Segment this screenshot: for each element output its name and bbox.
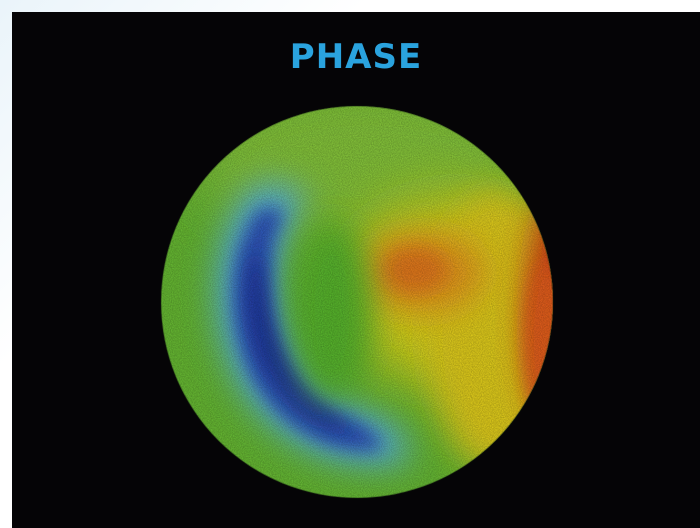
figure-panel: PHASE (12, 12, 700, 528)
phase-map-image (160, 105, 554, 499)
figure-title: PHASE (289, 37, 423, 77)
